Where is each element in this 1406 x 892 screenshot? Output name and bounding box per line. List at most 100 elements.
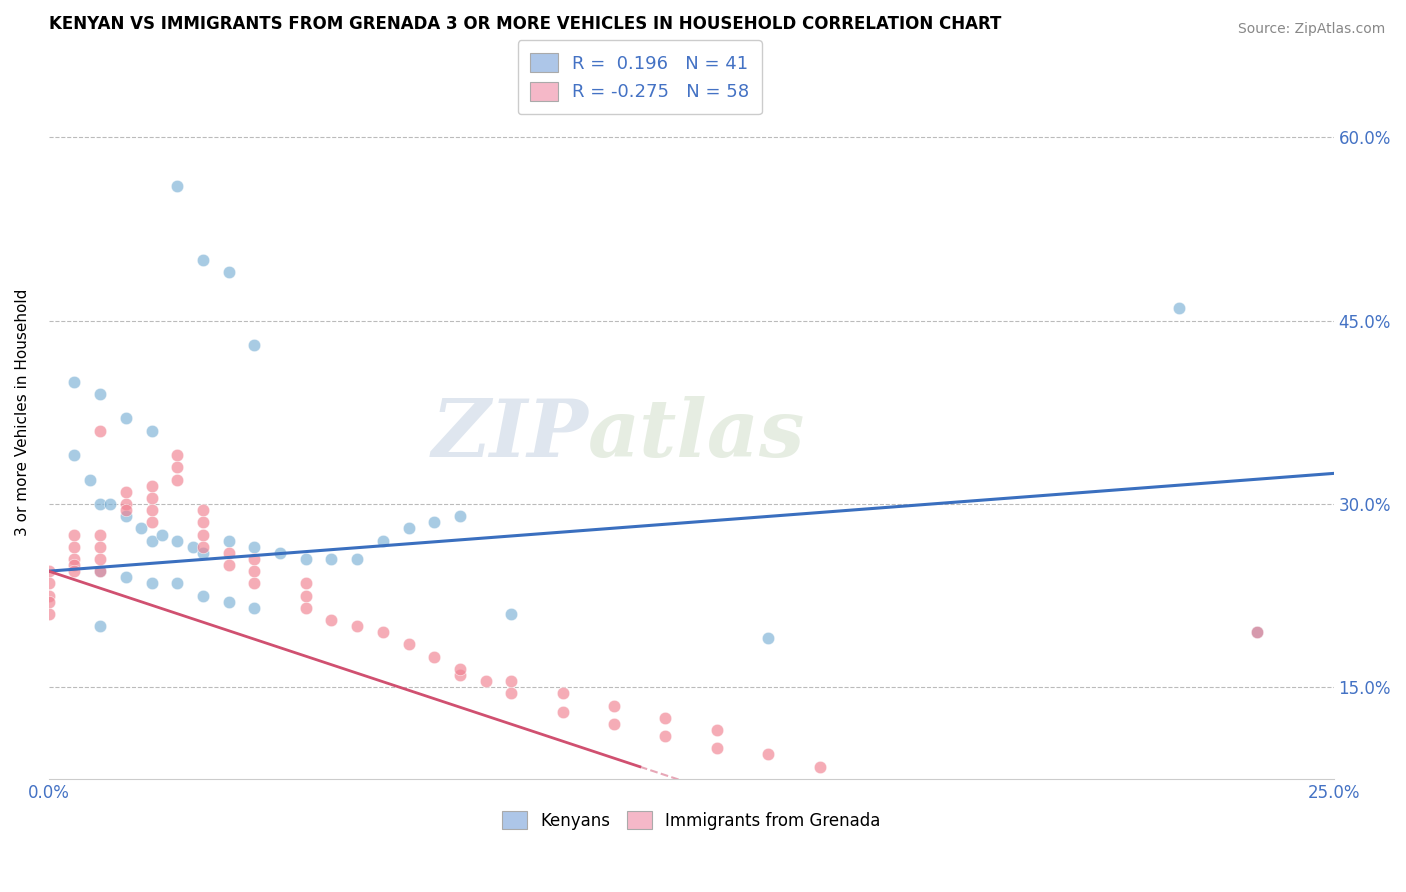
Point	[63, 564, 86, 578]
Point	[654, 711, 676, 725]
Point	[423, 649, 446, 664]
Point	[269, 546, 291, 560]
Point	[79, 473, 101, 487]
Point	[191, 540, 214, 554]
Point	[294, 576, 316, 591]
Point	[294, 600, 316, 615]
Point	[243, 564, 266, 578]
Point	[115, 503, 138, 517]
Point	[501, 674, 523, 689]
Point	[115, 411, 138, 425]
Point	[191, 546, 214, 560]
Point	[89, 564, 111, 578]
Point	[1246, 625, 1268, 640]
Point	[706, 723, 728, 737]
Point	[321, 613, 343, 627]
Point	[63, 448, 86, 462]
Point	[191, 516, 214, 530]
Point	[141, 516, 163, 530]
Point	[1246, 625, 1268, 640]
Point	[756, 632, 779, 646]
Point	[218, 558, 240, 572]
Point	[166, 448, 188, 462]
Point	[166, 460, 188, 475]
Point	[756, 747, 779, 762]
Point	[371, 533, 394, 548]
Point	[654, 729, 676, 743]
Point	[166, 473, 188, 487]
Point	[218, 546, 240, 560]
Point	[115, 570, 138, 584]
Point	[191, 503, 214, 517]
Point	[89, 527, 111, 541]
Point	[449, 662, 471, 676]
Point	[166, 576, 188, 591]
Text: Source: ZipAtlas.com: Source: ZipAtlas.com	[1237, 22, 1385, 37]
Point	[115, 509, 138, 524]
Point	[100, 497, 122, 511]
Point	[63, 540, 86, 554]
Point	[551, 686, 574, 700]
Point	[449, 668, 471, 682]
Point	[449, 509, 471, 524]
Point	[89, 497, 111, 511]
Point	[89, 540, 111, 554]
Point	[191, 589, 214, 603]
Point	[218, 595, 240, 609]
Point	[191, 252, 214, 267]
Point	[141, 491, 163, 505]
Legend: Kenyans, Immigrants from Grenada: Kenyans, Immigrants from Grenada	[495, 805, 887, 837]
Point	[38, 576, 60, 591]
Point	[63, 552, 86, 566]
Point	[63, 558, 86, 572]
Point	[218, 533, 240, 548]
Point	[706, 741, 728, 756]
Point	[166, 533, 188, 548]
Point	[141, 576, 163, 591]
Point	[141, 478, 163, 492]
Point	[89, 387, 111, 401]
Point	[474, 674, 496, 689]
Point	[243, 576, 266, 591]
Point	[603, 717, 626, 731]
Point	[398, 638, 420, 652]
Point	[501, 607, 523, 621]
Point	[181, 540, 204, 554]
Point	[38, 607, 60, 621]
Point	[603, 698, 626, 713]
Point	[89, 619, 111, 633]
Point	[243, 540, 266, 554]
Point	[63, 527, 86, 541]
Point	[89, 424, 111, 438]
Point	[243, 552, 266, 566]
Text: ZIP: ZIP	[432, 395, 588, 473]
Point	[129, 521, 152, 535]
Point	[423, 516, 446, 530]
Point	[346, 552, 368, 566]
Point	[1168, 301, 1191, 316]
Point	[346, 619, 368, 633]
Point	[38, 589, 60, 603]
Point	[243, 600, 266, 615]
Point	[166, 179, 188, 194]
Point	[294, 589, 316, 603]
Text: KENYAN VS IMMIGRANTS FROM GRENADA 3 OR MORE VEHICLES IN HOUSEHOLD CORRELATION CH: KENYAN VS IMMIGRANTS FROM GRENADA 3 OR M…	[49, 15, 1001, 33]
Y-axis label: 3 or more Vehicles in Household: 3 or more Vehicles in Household	[15, 289, 30, 536]
Point	[191, 527, 214, 541]
Point	[218, 265, 240, 279]
Point	[294, 552, 316, 566]
Point	[115, 497, 138, 511]
Point	[501, 686, 523, 700]
Text: atlas: atlas	[588, 395, 806, 473]
Point	[89, 564, 111, 578]
Point	[115, 484, 138, 499]
Point	[38, 595, 60, 609]
Point	[551, 705, 574, 719]
Point	[141, 503, 163, 517]
Point	[398, 521, 420, 535]
Point	[150, 527, 173, 541]
Point	[141, 533, 163, 548]
Point	[38, 564, 60, 578]
Point	[243, 338, 266, 352]
Point	[141, 424, 163, 438]
